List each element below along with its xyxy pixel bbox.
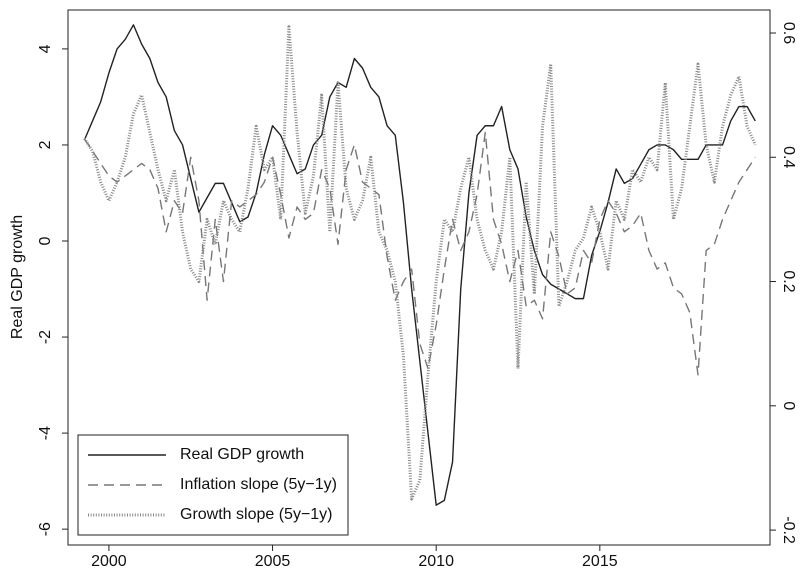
series-line <box>83 25 757 501</box>
y-tick-label: -2 <box>37 330 54 344</box>
y-tick-label: 0 <box>37 236 54 245</box>
y-tick-label: 2 <box>37 140 54 149</box>
plot-frame <box>67 9 771 546</box>
y-tick-label: -4 <box>37 426 54 440</box>
legend: Real GDP growth Inflation slope (5y−1y) Gr… <box>77 434 349 536</box>
x-tick-label: 2015 <box>582 553 618 570</box>
x-tick-label: 2000 <box>91 553 127 570</box>
y-tick-label: -6 <box>37 522 54 536</box>
y-tick-label: 4 <box>37 44 54 53</box>
legend-label: Growth slope (5y−1y) <box>180 506 333 523</box>
legend-label: Real GDP growth <box>180 446 304 463</box>
y-axis-label: Real GDP growth <box>9 215 26 339</box>
x-tick-label: 2010 <box>418 553 454 570</box>
y2-tick-label: -0.2 <box>780 516 797 544</box>
y2-tick-label: 0.2 <box>780 270 797 292</box>
y2-tick-label: 0.6 <box>780 22 797 44</box>
series-line <box>83 24 756 506</box>
y2-tick-label: 0.4 <box>780 146 797 168</box>
x-tick-label: 2005 <box>255 553 291 570</box>
y2-tick-label: 0 <box>780 401 797 410</box>
legend-label: Inflation slope (5y−1y) <box>180 476 337 493</box>
series-line <box>83 131 756 376</box>
